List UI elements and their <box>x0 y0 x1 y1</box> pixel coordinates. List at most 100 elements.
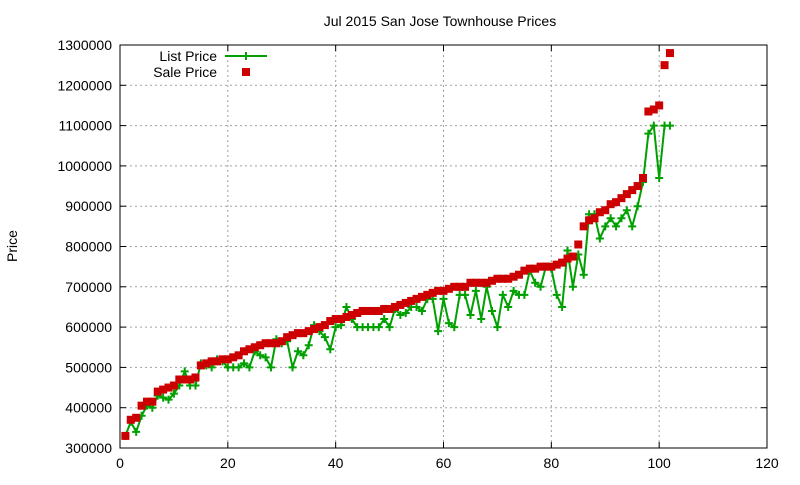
sale-price-point <box>304 327 313 336</box>
sale-price-point <box>153 387 162 396</box>
sale-price-point <box>434 286 443 295</box>
sale-price-point <box>137 401 146 410</box>
sale-price-point <box>218 355 227 364</box>
sale-price-point <box>585 216 594 225</box>
x-tick-label: 60 <box>436 455 452 471</box>
sale-price-point <box>477 278 486 287</box>
list-price-point <box>477 315 486 324</box>
sale-price-point <box>245 345 254 354</box>
sale-price-point <box>595 208 604 217</box>
sale-price-point <box>180 375 189 384</box>
x-tick-label: 40 <box>328 455 344 471</box>
sale-price-point <box>358 306 367 315</box>
sale-price-point <box>536 262 545 271</box>
x-tick-label: 0 <box>116 455 124 471</box>
y-tick-label: 1000000 <box>57 158 112 174</box>
sale-price-point <box>299 329 308 338</box>
sale-price-point <box>347 311 356 320</box>
list-price-point <box>493 323 502 332</box>
sale-price-point <box>568 252 577 261</box>
sale-price-point <box>628 186 637 195</box>
list-price-point <box>504 302 513 311</box>
y-tick-label: 900000 <box>65 198 112 214</box>
sale-price-point <box>633 182 642 191</box>
list-price-point <box>439 294 448 303</box>
sale-price-point <box>196 361 205 370</box>
sale-price-point <box>121 431 130 440</box>
sale-price-point <box>213 357 222 366</box>
sale-price-point <box>223 355 232 364</box>
sale-price-point <box>315 323 324 332</box>
sale-price-point <box>558 258 567 267</box>
list-price-point <box>326 345 335 354</box>
list-price-point <box>374 323 383 332</box>
sale-price-point <box>320 321 329 330</box>
sale-price-point <box>638 173 647 182</box>
list-price-point <box>299 351 308 360</box>
list-price-point <box>471 286 480 295</box>
list-price-point <box>461 290 470 299</box>
sale-price-point <box>169 381 178 390</box>
list-price-point <box>622 206 631 215</box>
list-price-point <box>488 306 497 315</box>
sale-price-point <box>482 278 491 287</box>
x-tick-label: 20 <box>220 455 236 471</box>
sale-price-point <box>342 313 351 322</box>
y-tick-label: 800000 <box>65 239 112 255</box>
x-tick-label: 100 <box>647 455 671 471</box>
sale-price-point <box>326 317 335 326</box>
sale-price-point <box>455 282 464 291</box>
sale-price-point <box>574 240 583 249</box>
series-layer <box>121 49 674 440</box>
chart-title: Jul 2015 San Jose Townhouse Prices <box>324 13 556 29</box>
sale-price-point <box>606 200 615 209</box>
sale-price-point <box>552 260 561 269</box>
list-price-point <box>628 222 637 231</box>
y-tick-label: 500000 <box>65 359 112 375</box>
list-price-point <box>509 286 518 295</box>
sale-price-point <box>450 282 459 291</box>
sale-price-point <box>234 351 243 360</box>
sale-price-point <box>504 274 513 283</box>
list-price-point <box>444 319 453 328</box>
sale-price-point <box>622 190 631 199</box>
sale-price-point <box>471 278 480 287</box>
sale-price-point <box>617 194 626 203</box>
sale-price-point <box>191 373 200 382</box>
sale-price-point <box>385 304 394 313</box>
sale-price-point <box>374 306 383 315</box>
sale-price-point <box>164 383 173 392</box>
list-price-point <box>649 121 658 130</box>
list-price-point <box>234 363 243 372</box>
list-price-point <box>245 363 254 372</box>
sale-price-point <box>380 304 389 313</box>
list-price-point <box>552 290 561 299</box>
list-price-point <box>417 306 426 315</box>
sale-price-point <box>541 262 550 271</box>
sale-price-point <box>547 262 556 271</box>
list-price-point <box>563 246 572 255</box>
list-price-point <box>380 315 389 324</box>
list-price-point <box>180 367 189 376</box>
list-price-point <box>466 311 475 320</box>
sale-price-point <box>272 339 281 348</box>
x-tick-label: 120 <box>755 455 779 471</box>
sale-price-point <box>132 413 141 422</box>
list-price-point <box>293 347 302 356</box>
sale-price-point <box>337 315 346 324</box>
sale-price-point <box>229 353 238 362</box>
list-price-point <box>240 359 249 368</box>
legend-marker-sale-price <box>242 68 250 76</box>
sale-price-point <box>401 298 410 307</box>
sale-price-point <box>417 292 426 301</box>
list-price-point <box>304 341 313 350</box>
sale-price-point <box>488 276 497 285</box>
sale-price-point <box>644 107 653 116</box>
sale-price-point <box>390 302 399 311</box>
sale-price-point <box>396 300 405 309</box>
list-price-line <box>124 122 670 437</box>
sale-price-point <box>498 274 507 283</box>
legend: List Price Sale Price <box>153 48 267 80</box>
sale-price-point <box>531 264 540 273</box>
sale-price-point <box>283 333 292 342</box>
